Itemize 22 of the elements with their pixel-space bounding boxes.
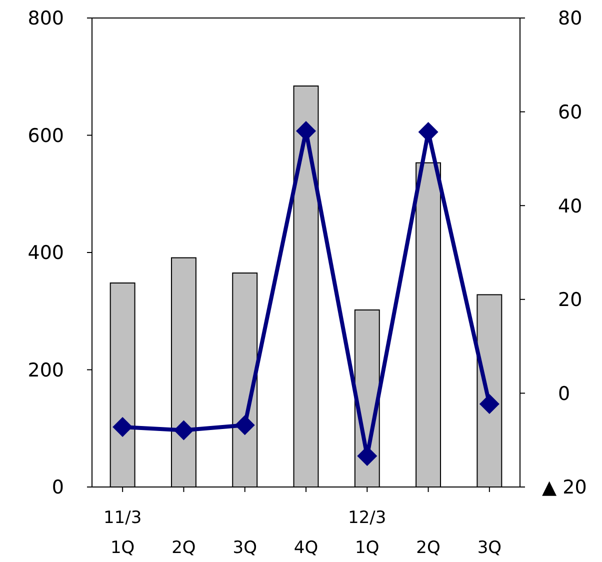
x-tick-label: 3Q (477, 538, 502, 558)
y-tick-label: 800 (28, 8, 64, 30)
y-tick-label: 200 (28, 359, 64, 382)
x-tick-label: 2Q (416, 538, 440, 558)
x-tick-label: 11/3 1Q (103, 508, 142, 558)
y2-tick-label: 0 (558, 382, 570, 405)
x-tick-label: 4Q (294, 538, 318, 558)
y-tick-label: 600 (28, 124, 64, 147)
point (112, 416, 133, 437)
y2-tick-label: 60 (558, 101, 582, 124)
y2-tick-label: 80 (558, 8, 582, 30)
point (479, 394, 500, 414)
y-tick-label: 400 (28, 242, 64, 264)
x-tick-label: 2Q (172, 538, 196, 558)
y-tick-label: 0 (52, 476, 64, 499)
y2-tick-label: 20 (558, 289, 582, 312)
y2-tick-label: ▲ 20 (542, 476, 587, 499)
point (174, 420, 194, 440)
y2-tick-label: 40 (558, 195, 582, 218)
point (234, 415, 255, 436)
x-tick-label: 3Q (232, 538, 257, 558)
x-tick-label: 12/3 1Q (348, 508, 386, 558)
